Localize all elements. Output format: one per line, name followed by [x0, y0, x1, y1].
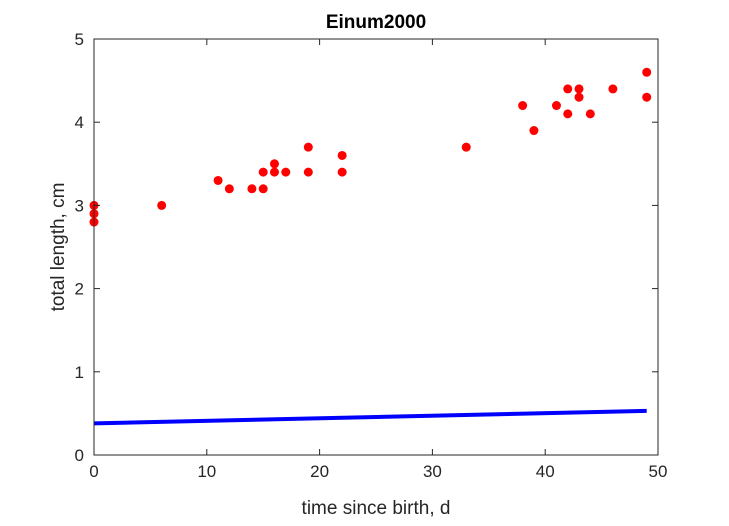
data-point	[563, 84, 573, 94]
data-point	[213, 175, 223, 185]
y-tick-label: 5	[75, 30, 84, 49]
data-point	[247, 184, 257, 194]
data-point	[518, 101, 528, 111]
data-point	[258, 184, 268, 194]
fit-line	[93, 408, 647, 426]
y-tick-label: 4	[75, 113, 84, 132]
data-point	[337, 150, 347, 160]
data-point	[269, 167, 279, 177]
data-point	[337, 167, 347, 177]
ticks-layer: 0 10 20 30 40 50 0 1 2 3 4 5	[75, 30, 668, 481]
chart-title: Einum2000	[326, 12, 426, 33]
x-axis-label: time since birth, d	[302, 498, 451, 519]
plot-area	[94, 39, 658, 455]
axes-box	[93, 38, 659, 456]
y-axis-label: total length, cm	[48, 183, 69, 312]
data-layer	[89, 67, 652, 426]
x-tick-label: 30	[423, 462, 442, 481]
data-point	[608, 84, 618, 94]
x-tick-label: 50	[649, 462, 668, 481]
data-point	[563, 109, 573, 119]
y-tick-label: 0	[75, 446, 84, 465]
y-tick-label: 3	[75, 196, 84, 215]
data-point	[529, 126, 539, 136]
y-tick-label: 2	[75, 280, 84, 299]
data-point	[574, 92, 584, 102]
data-point	[461, 142, 471, 152]
data-point	[224, 184, 234, 194]
x-tick-label: 20	[310, 462, 329, 481]
data-point	[574, 84, 584, 94]
x-tick-label: 10	[197, 462, 216, 481]
data-point	[281, 167, 291, 177]
data-point	[585, 109, 595, 119]
y-tick-label: 1	[75, 363, 84, 382]
data-point	[269, 159, 279, 169]
data-point	[303, 167, 313, 177]
data-point	[551, 101, 561, 111]
data-point	[157, 200, 167, 210]
x-tick-label: 0	[89, 462, 98, 481]
data-point	[642, 67, 652, 77]
x-tick-label: 40	[536, 462, 555, 481]
data-point	[303, 142, 313, 152]
data-point	[258, 167, 268, 177]
data-point	[642, 92, 652, 102]
